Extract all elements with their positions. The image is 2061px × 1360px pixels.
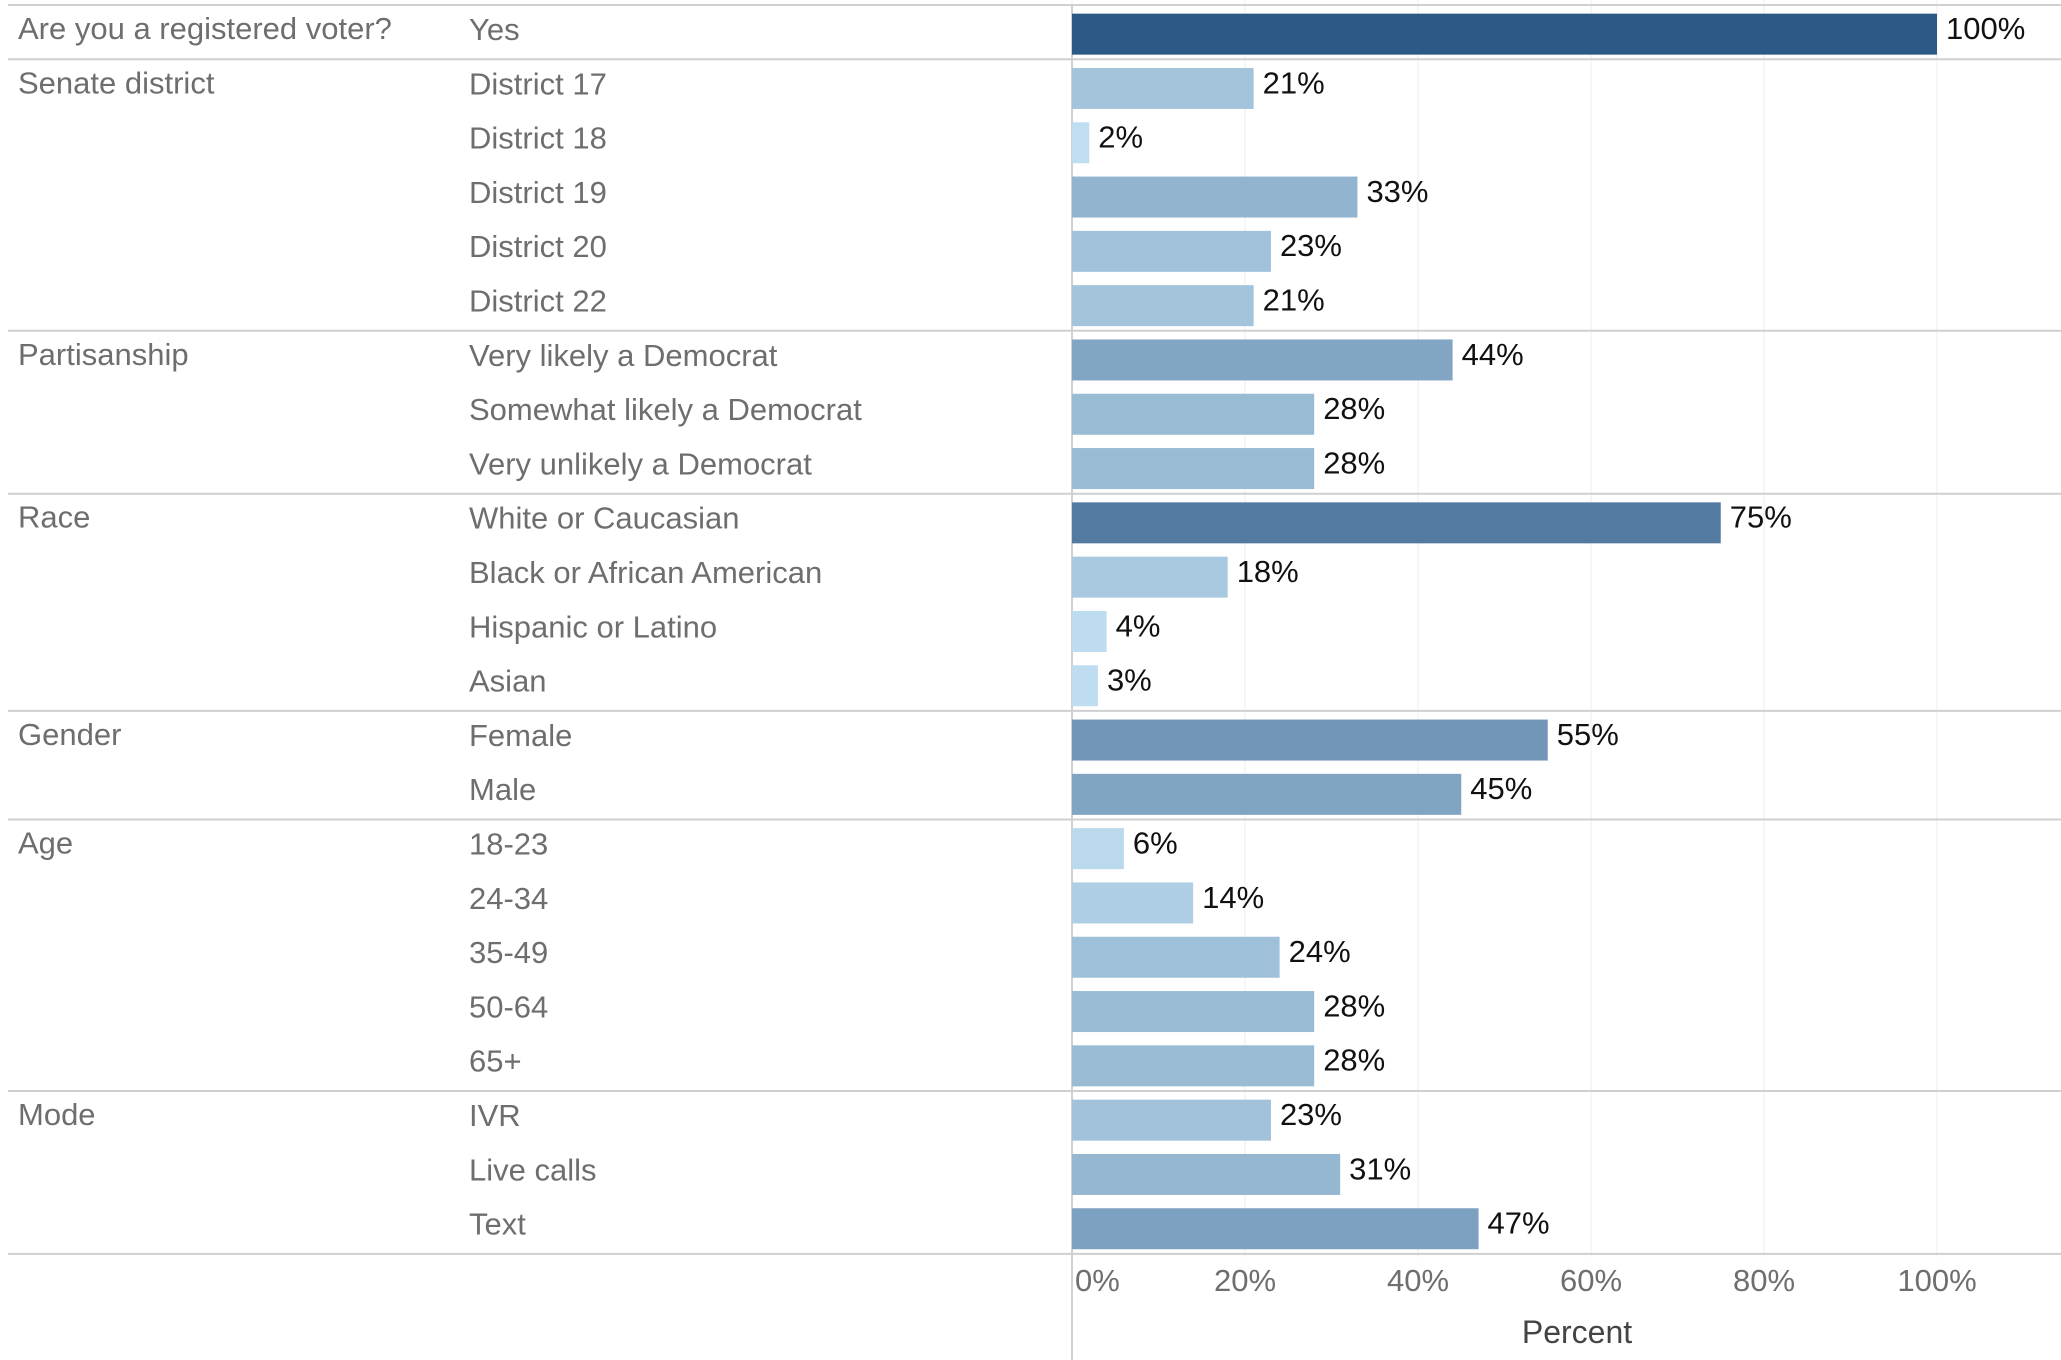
category-label: 35-49	[469, 935, 548, 970]
bar	[1072, 936, 1280, 978]
value-label: 28%	[1323, 1043, 1385, 1078]
category-label: District 22	[469, 284, 607, 319]
group-label: Partisanship	[18, 337, 189, 372]
group-label: Senate district	[18, 65, 215, 100]
category-label: District 19	[469, 175, 607, 210]
bar	[1072, 13, 1937, 55]
bar	[1072, 122, 1090, 164]
x-tick-label: 0%	[1075, 1263, 1120, 1298]
category-label: District 18	[469, 121, 607, 156]
value-label: 21%	[1263, 65, 1325, 100]
bar	[1072, 448, 1315, 490]
value-label: 44%	[1462, 337, 1524, 372]
value-label: 4%	[1116, 608, 1161, 643]
x-tick-label: 60%	[1560, 1263, 1622, 1298]
bar	[1072, 339, 1453, 381]
category-label: Yes	[469, 12, 520, 47]
labels: Are you a registered voter? Yes 100% Senate…	[18, 11, 2025, 1242]
category-label: IVR	[469, 1098, 521, 1133]
bar	[1072, 176, 1358, 218]
category-label: 50-64	[469, 989, 548, 1024]
category-label: White or Caucasian	[469, 501, 740, 536]
category-label: Live calls	[469, 1152, 597, 1187]
value-label: 75%	[1730, 500, 1792, 535]
bar	[1072, 828, 1124, 870]
category-label: Hispanic or Latino	[469, 609, 717, 644]
bars	[1072, 13, 1937, 1250]
x-tick-label: 40%	[1387, 1263, 1449, 1298]
category-label: Female	[469, 718, 572, 753]
group-label: Are you a registered voter?	[18, 11, 392, 46]
value-label: 100%	[1946, 11, 2025, 46]
value-label: 31%	[1349, 1151, 1411, 1186]
category-label: Male	[469, 772, 536, 807]
value-label: 24%	[1289, 934, 1351, 969]
bar	[1072, 285, 1254, 327]
bar	[1072, 1045, 1315, 1087]
value-label: 28%	[1323, 445, 1385, 480]
value-label: 45%	[1470, 771, 1532, 806]
bar	[1072, 665, 1098, 707]
value-label: 23%	[1280, 228, 1342, 263]
x-tick-label: 80%	[1733, 1263, 1795, 1298]
category-label: Black or African American	[469, 555, 822, 590]
value-label: 33%	[1366, 174, 1428, 209]
category-label: Text	[469, 1207, 526, 1242]
group-label: Mode	[18, 1097, 96, 1132]
value-label: 21%	[1263, 283, 1325, 318]
x-tick-label: 20%	[1214, 1263, 1276, 1298]
bar	[1072, 610, 1107, 652]
bar	[1072, 719, 1548, 761]
category-label: Somewhat likely a Democrat	[469, 392, 862, 427]
x-axis-title: Percent	[1522, 1314, 1632, 1350]
category-label: 24-34	[469, 881, 548, 916]
value-label: 47%	[1488, 1206, 1550, 1241]
bar	[1072, 773, 1462, 815]
category-label: District 20	[469, 229, 607, 264]
value-label: 6%	[1133, 826, 1178, 861]
category-label: 65+	[469, 1044, 522, 1079]
bar	[1072, 882, 1194, 924]
category-label: Very unlikely a Democrat	[469, 446, 812, 481]
bar	[1072, 393, 1315, 435]
group-label: Age	[18, 826, 73, 861]
bar	[1072, 1208, 1479, 1250]
category-label: District 17	[469, 66, 607, 101]
category-label: Very likely a Democrat	[469, 338, 778, 373]
bar	[1072, 556, 1228, 598]
value-label: 3%	[1107, 663, 1152, 698]
value-label: 14%	[1202, 880, 1264, 915]
bar	[1072, 67, 1254, 109]
category-label: Asian	[469, 664, 547, 699]
x-axis: Percent 0% 20% 40% 60% 80% 100%	[1075, 1263, 1977, 1350]
bar	[1072, 230, 1271, 272]
bar	[1072, 502, 1721, 544]
category-label: 18-23	[469, 827, 548, 862]
value-label: 28%	[1323, 391, 1385, 426]
value-label: 18%	[1237, 554, 1299, 589]
value-label: 23%	[1280, 1097, 1342, 1132]
value-label: 28%	[1323, 988, 1385, 1023]
group-separators	[8, 4, 2061, 1360]
bar	[1072, 1153, 1341, 1195]
bar	[1072, 1099, 1271, 1141]
value-label: 2%	[1098, 120, 1143, 155]
value-label: 55%	[1557, 717, 1619, 752]
group-label: Race	[18, 500, 90, 535]
x-tick-label: 100%	[1897, 1263, 1976, 1298]
group-label: Gender	[18, 717, 121, 752]
bar	[1072, 991, 1315, 1033]
